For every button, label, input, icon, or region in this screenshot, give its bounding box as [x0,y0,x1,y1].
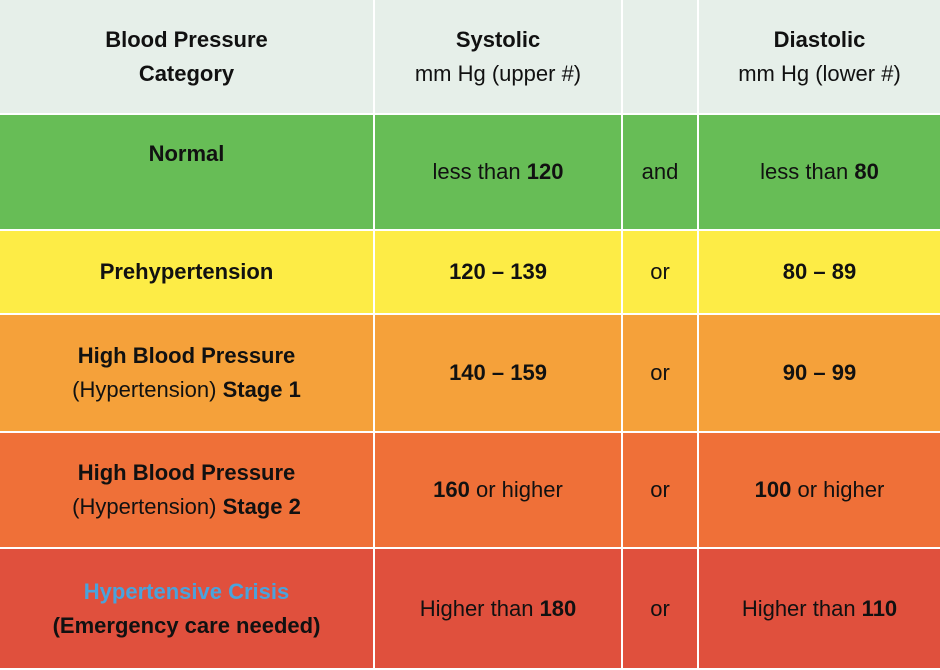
connector-normal: and [623,115,699,231]
systolic-value: less than 120 [433,155,564,189]
systolic-normal: less than 120 [375,115,623,231]
systolic-prefix: Higher than [419,595,540,621]
diastolic-value: less than 80 [760,155,879,189]
diastolic-number: 80 [854,159,879,184]
category-label-line2: (Emergency care needed) [52,612,321,638]
systolic-crisis: Higher than 180 [375,549,623,670]
systolic-number: 120 [526,159,564,184]
diastolic-number: 110 [861,595,898,621]
header-diastolic-title: Diastolic [773,26,866,52]
category-label: Prehypertension [99,259,274,284]
connector-crisis: or [623,549,699,670]
header-connector [623,0,699,115]
connector-label: or [650,595,670,621]
diastolic-number: 100 [754,477,792,502]
category-label-line2: (Hypertension) Stage 1 [72,373,301,407]
systolic-stage-1: 140 – 159 [375,315,623,433]
diastolic-crisis: Higher than 110 [699,549,940,670]
connector-stage-2: or [623,433,699,549]
systolic-prefix: less than [432,159,527,184]
diastolic-normal: less than 80 [699,115,940,231]
systolic-value: 160 or higher [433,473,563,507]
header-category-line1: Blood Pressure [105,26,268,52]
category-label-stage: Stage 1 [222,377,301,402]
category-prehypertension: Prehypertension [0,231,375,315]
systolic-number: 160 [433,477,470,502]
header-diastolic: Diastolic mm Hg (lower #) [699,0,940,115]
category-label-plain: (Hypertension) [72,494,223,519]
header-category-line2: Category [138,60,235,86]
diastolic-value: 100 or higher [755,473,885,507]
diastolic-suffix: or higher [791,477,885,502]
systolic-prehypertension: 120 – 139 [375,231,623,315]
category-label-line1: High Blood Pressure [77,460,296,485]
connector-label: and [641,159,679,184]
category-label-stage: Stage 2 [222,494,301,519]
systolic-value: Higher than 180 [420,592,577,626]
diastolic-value: Higher than 110 [742,592,897,626]
connector-label: or [650,259,670,284]
diastolic-number: 80 – 89 [782,259,857,284]
connector-label: or [650,477,670,502]
diastolic-stage-2: 100 or higher [699,433,940,549]
systolic-number: 140 – 159 [449,360,547,385]
category-crisis: Hypertensive Crisis (Emergency care need… [0,549,375,670]
diastolic-number: 90 – 99 [782,360,857,385]
header-systolic: Systolic mm Hg (upper #) [375,0,623,115]
connector-prehypertension: or [623,231,699,315]
systolic-number: 120 – 139 [449,259,547,284]
category-stage-1: High Blood Pressure (Hypertension) Stage… [0,315,375,433]
category-normal: Normal [0,115,375,231]
category-label-line2: (Hypertension) Stage 2 [72,490,301,524]
diastolic-prefix: less than [760,159,855,184]
systolic-stage-2: 160 or higher [375,433,623,549]
header-category: Blood Pressure Category [0,0,375,115]
category-label-plain: (Hypertension) [72,377,223,402]
diastolic-prefix: Higher than [741,595,862,621]
systolic-suffix: or higher [469,477,563,502]
diastolic-prehypertension: 80 – 89 [699,231,940,315]
header-diastolic-unit: mm Hg (lower #) [738,60,901,86]
connector-stage-1: or [623,315,699,433]
diastolic-stage-1: 90 – 99 [699,315,940,433]
connector-label: or [650,360,670,385]
category-label: Normal [148,141,225,166]
systolic-number: 180 [539,595,577,621]
category-label-line1: High Blood Pressure [77,343,296,368]
header-systolic-title: Systolic [455,26,541,52]
category-stage-2: High Blood Pressure (Hypertension) Stage… [0,433,375,549]
category-label-line1: Hypertensive Crisis [83,578,290,604]
header-systolic-unit: mm Hg (upper #) [414,60,582,86]
